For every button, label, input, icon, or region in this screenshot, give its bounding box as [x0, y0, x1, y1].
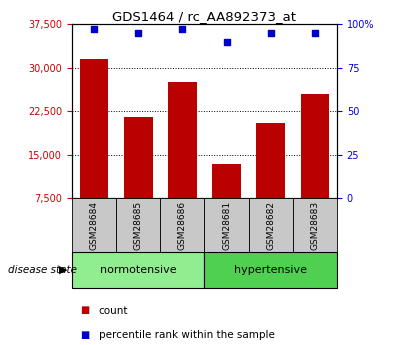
Bar [300, 94, 329, 198]
Text: ▶: ▶ [59, 265, 68, 275]
Text: GSM28686: GSM28686 [178, 200, 187, 250]
Title: GDS1464 / rc_AA892373_at: GDS1464 / rc_AA892373_at [113, 10, 296, 23]
Bar [249, 198, 293, 252]
Bar [124, 117, 152, 198]
Bar [205, 198, 249, 252]
Point [179, 27, 186, 32]
Point [223, 39, 230, 44]
Point [135, 30, 141, 36]
Text: GSM28681: GSM28681 [222, 200, 231, 250]
Text: ■: ■ [80, 330, 90, 339]
Bar [205, 252, 337, 288]
Text: GSM28682: GSM28682 [266, 200, 275, 250]
Text: percentile rank within the sample: percentile rank within the sample [99, 330, 275, 339]
Bar [72, 252, 205, 288]
Bar [72, 198, 116, 252]
Text: disease state: disease state [8, 265, 77, 275]
Bar [168, 82, 197, 198]
Text: count: count [99, 306, 128, 315]
Point [312, 30, 318, 36]
Text: hypertensive: hypertensive [234, 265, 307, 275]
Bar [256, 123, 285, 198]
Text: ■: ■ [80, 306, 90, 315]
Text: GSM28685: GSM28685 [134, 200, 143, 250]
Bar [116, 198, 160, 252]
Bar [293, 198, 337, 252]
Point [91, 27, 97, 32]
Bar [160, 198, 205, 252]
Text: GSM28683: GSM28683 [310, 200, 319, 250]
Text: GSM28684: GSM28684 [90, 200, 99, 250]
Bar [212, 164, 241, 198]
Point [268, 30, 274, 36]
Text: normotensive: normotensive [100, 265, 176, 275]
Bar [80, 59, 109, 198]
